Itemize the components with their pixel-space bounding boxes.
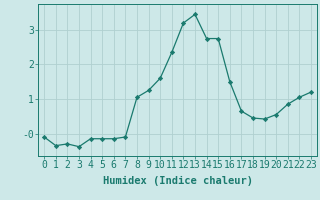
X-axis label: Humidex (Indice chaleur): Humidex (Indice chaleur) [103, 176, 252, 186]
